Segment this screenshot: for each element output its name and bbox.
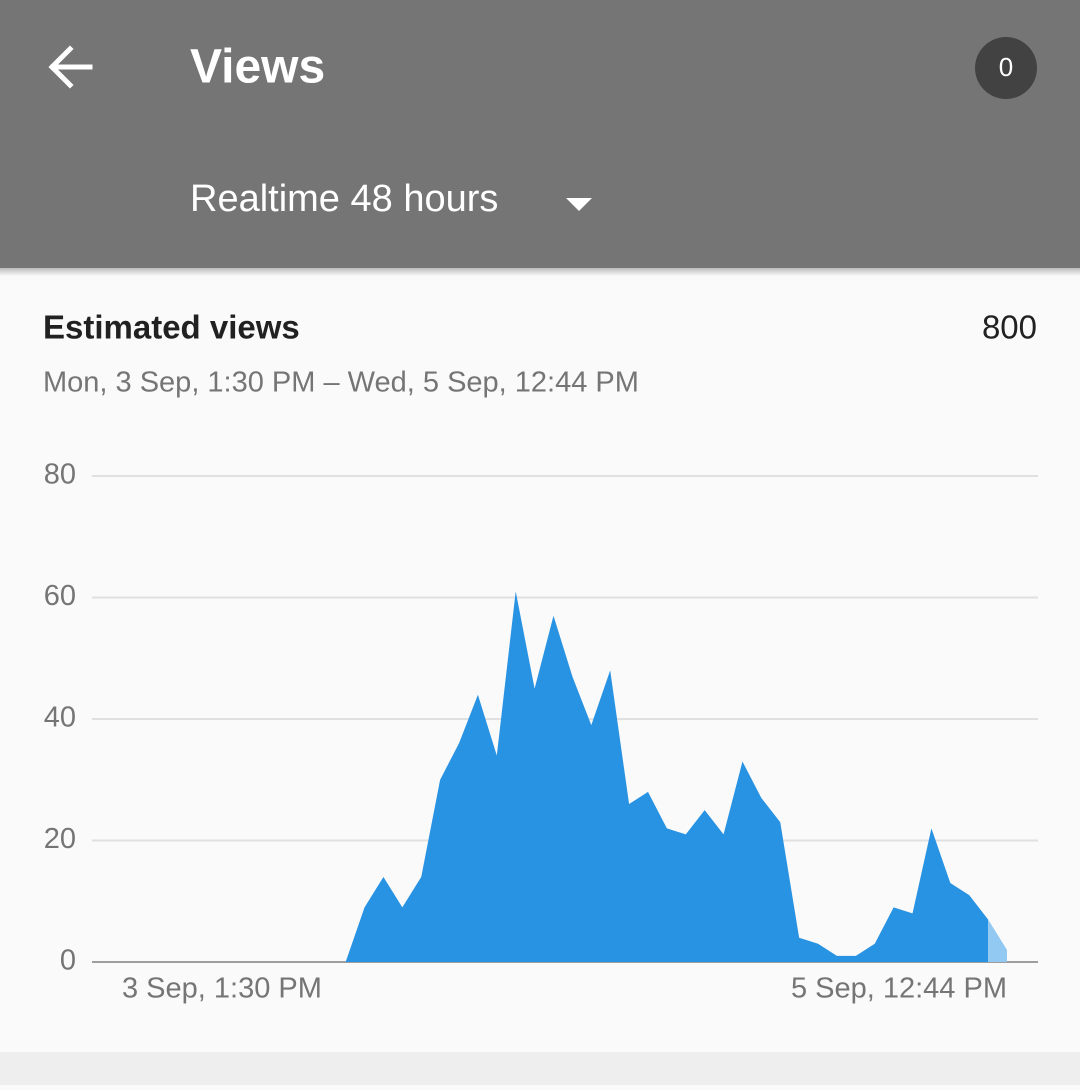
range-dropdown[interactable]: Realtime 48 hours: [190, 178, 498, 220]
back-button[interactable]: [48, 45, 93, 89]
y-tick-label: 40: [44, 702, 76, 734]
app-title: Views: [190, 41, 325, 94]
y-tick-label: 0: [60, 945, 76, 977]
bottom-strip: [0, 1052, 1080, 1085]
dropdown-arrow[interactable]: [566, 198, 592, 211]
y-tick-label: 80: [44, 459, 76, 491]
y-tick-label: 20: [44, 823, 76, 855]
badge-count: 0: [999, 52, 1013, 82]
total: 800: [982, 309, 1037, 346]
y-tick-label: 60: [44, 580, 76, 612]
date-range: Mon, 3 Sep, 1:30 PM – Wed, 5 Sep, 12:44 …: [43, 367, 639, 399]
app-bar: [0, 0, 1080, 268]
area: [988, 919, 1007, 962]
x-tick-label: 3 Sep, 1:30 PM: [122, 973, 322, 1005]
badge[interactable]: [975, 37, 1037, 99]
chart-title: Estimated views: [43, 309, 300, 346]
area: [100, 591, 989, 962]
app-bar-shadow: [0, 268, 1080, 276]
x-tick-label: 5 Sep, 12:44 PM: [791, 973, 1007, 1005]
